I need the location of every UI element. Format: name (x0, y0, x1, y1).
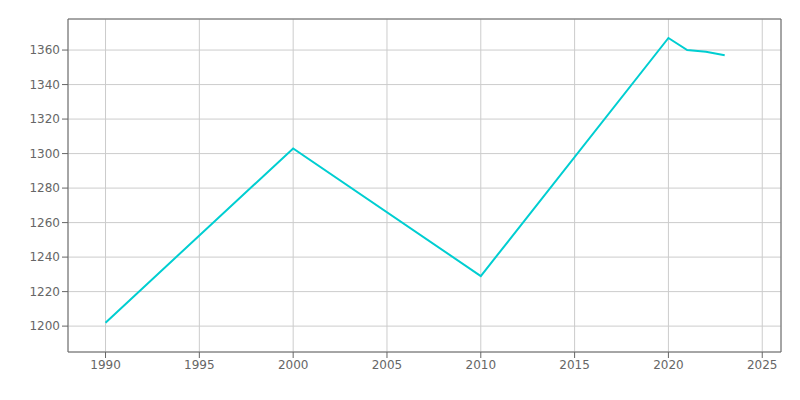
svg-text:2010: 2010 (466, 358, 497, 372)
svg-text:1360: 1360 (29, 43, 60, 57)
svg-text:2000: 2000 (278, 358, 309, 372)
svg-text:1340: 1340 (29, 78, 60, 92)
svg-text:1200: 1200 (29, 319, 60, 333)
svg-text:2015: 2015 (559, 358, 590, 372)
svg-text:2020: 2020 (653, 358, 684, 372)
svg-text:2025: 2025 (747, 358, 778, 372)
svg-text:1220: 1220 (29, 285, 60, 299)
svg-text:1280: 1280 (29, 181, 60, 195)
svg-text:1260: 1260 (29, 216, 60, 230)
svg-text:1995: 1995 (184, 358, 215, 372)
svg-text:1300: 1300 (29, 147, 60, 161)
svg-text:1240: 1240 (29, 250, 60, 264)
svg-text:1320: 1320 (29, 112, 60, 126)
svg-text:2005: 2005 (372, 358, 403, 372)
svg-text:1990: 1990 (90, 358, 121, 372)
